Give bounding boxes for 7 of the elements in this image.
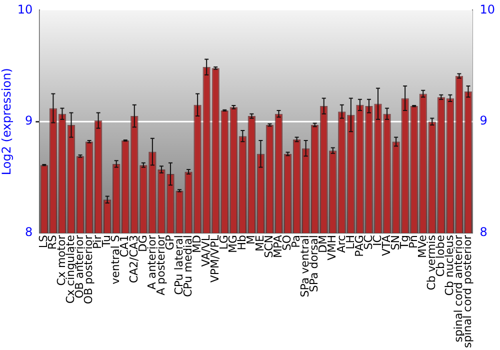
y-tick-label: 8 [25,225,33,240]
y2-tick-label: 8 [480,225,488,240]
y-axis-title: Log2 (expression) [0,68,14,176]
y2-tick-label: 9 [480,114,488,128]
y2-tick-label: 10 [480,2,496,16]
y-tick-label: 9 [25,114,33,128]
y-tick-label: 10 [17,2,33,16]
